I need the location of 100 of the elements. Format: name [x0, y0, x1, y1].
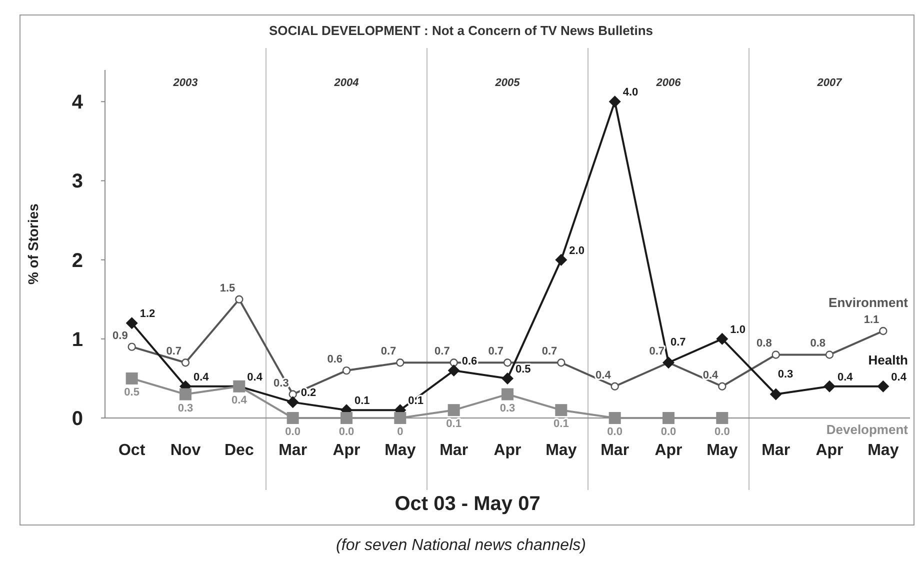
point [557, 358, 566, 367]
point [288, 390, 297, 398]
data-label: 1.1 [864, 314, 880, 326]
point [716, 412, 728, 424]
x-tick-label: Mar [440, 442, 468, 459]
point [610, 382, 619, 390]
x-tick-label: May [706, 442, 738, 459]
point [181, 358, 190, 367]
y-tick-label: 4 [72, 92, 84, 114]
point [286, 412, 299, 424]
x-tick-label: Mar [600, 442, 630, 459]
text: Environment [828, 295, 909, 310]
x-tick-label: Mar [762, 442, 790, 459]
point [608, 96, 621, 108]
data-label: 0.4 [702, 369, 720, 382]
annotation: 2007 [816, 77, 843, 89]
point [180, 388, 192, 400]
data-label: 0.4 [194, 371, 210, 384]
data-label: 0.0 [714, 426, 730, 438]
data-label: 0.2 [300, 387, 316, 400]
point [394, 412, 406, 424]
point [770, 388, 782, 400]
data-label: 0.7 [488, 346, 504, 358]
data-label: 0.4 [247, 371, 264, 384]
point [555, 254, 568, 266]
point [555, 404, 568, 416]
data-label: 0.1 [354, 395, 370, 408]
point [772, 350, 780, 359]
point [824, 380, 836, 392]
point [718, 382, 726, 390]
data-label: 0.7 [542, 346, 558, 358]
point [502, 388, 514, 400]
data-label: 0.6 [327, 354, 342, 366]
x-tick-label: May [546, 442, 577, 459]
x-tick-label: May [384, 442, 416, 459]
text: (for seven National news channels) [336, 537, 586, 554]
data-label: 0.4 [838, 371, 854, 384]
data-label: 0.7 [649, 346, 664, 358]
point [608, 412, 621, 424]
data-label: 0.1 [554, 418, 569, 430]
y-tick-label: 0 [72, 408, 83, 430]
point [396, 358, 404, 367]
x-tick-label: Apr [332, 442, 360, 459]
data-label: 0.7 [380, 346, 396, 358]
data-label: 0.3 [500, 402, 516, 414]
data-label: 0.3 [778, 368, 794, 380]
data-label: 2.0 [569, 244, 584, 257]
data-label: 0.1 [446, 418, 462, 430]
point [448, 364, 460, 377]
data-label: 0.7 [434, 346, 450, 358]
data-label: 0.8 [810, 338, 826, 350]
point [716, 332, 728, 345]
x-tick-label: Nov [170, 442, 201, 459]
data-label: 1.0 [730, 324, 746, 336]
data-label: 1.5 [220, 282, 236, 294]
point [502, 372, 514, 384]
annotation: 2006 [655, 77, 682, 89]
x-tick-label: May [868, 442, 899, 459]
data-label: 0 [397, 426, 404, 438]
y-axis-title: % of Stories [25, 203, 41, 284]
data-label: 0.5 [516, 363, 531, 376]
data-label: 0.4 [232, 394, 248, 406]
point [126, 372, 138, 384]
point [879, 326, 888, 336]
x-axis-title: Oct 03 - May 07 [394, 493, 540, 515]
data-label: 0.0 [607, 426, 622, 438]
data-label: 0.7 [670, 336, 686, 349]
y-tick-label: 2 [72, 250, 83, 272]
point [235, 295, 244, 304]
point [342, 366, 351, 375]
chart-title: SOCIAL DEVELOPMENT : Not a Concern of TV News Bulletins [268, 23, 654, 38]
annotation: 2004 [333, 77, 359, 89]
data-label: 1.2 [140, 308, 156, 320]
x-tick-label: Mar [278, 442, 308, 459]
data-label: 0.4 [891, 371, 908, 384]
data-label: 0.4 [596, 369, 612, 382]
data-label: 0.9 [112, 330, 128, 342]
y-tick-label: 3 [72, 170, 83, 193]
point [503, 358, 512, 367]
x-tick-label: Dec [224, 442, 254, 459]
x-tick-label: Apr [816, 442, 844, 459]
y-tick-label: 1 [72, 328, 83, 351]
point [340, 412, 352, 424]
x-tick-label: Oct [118, 442, 146, 459]
annotation: 2003 [172, 77, 198, 89]
data-label: 0.0 [285, 426, 300, 438]
point [450, 358, 458, 367]
data-label: 4.0 [622, 86, 638, 99]
data-label: 0.0 [338, 426, 354, 438]
point [877, 380, 890, 392]
point [128, 342, 136, 351]
point [662, 412, 674, 424]
data-label: 0.8 [756, 338, 772, 350]
point [286, 396, 299, 408]
data-label: 0.0 [660, 426, 676, 438]
x-tick-label: Apr [494, 442, 522, 459]
text: Development [826, 422, 909, 437]
x-tick-label: Apr [654, 442, 682, 459]
series-label: Health [868, 352, 908, 368]
data-label: 0.7 [166, 346, 182, 358]
